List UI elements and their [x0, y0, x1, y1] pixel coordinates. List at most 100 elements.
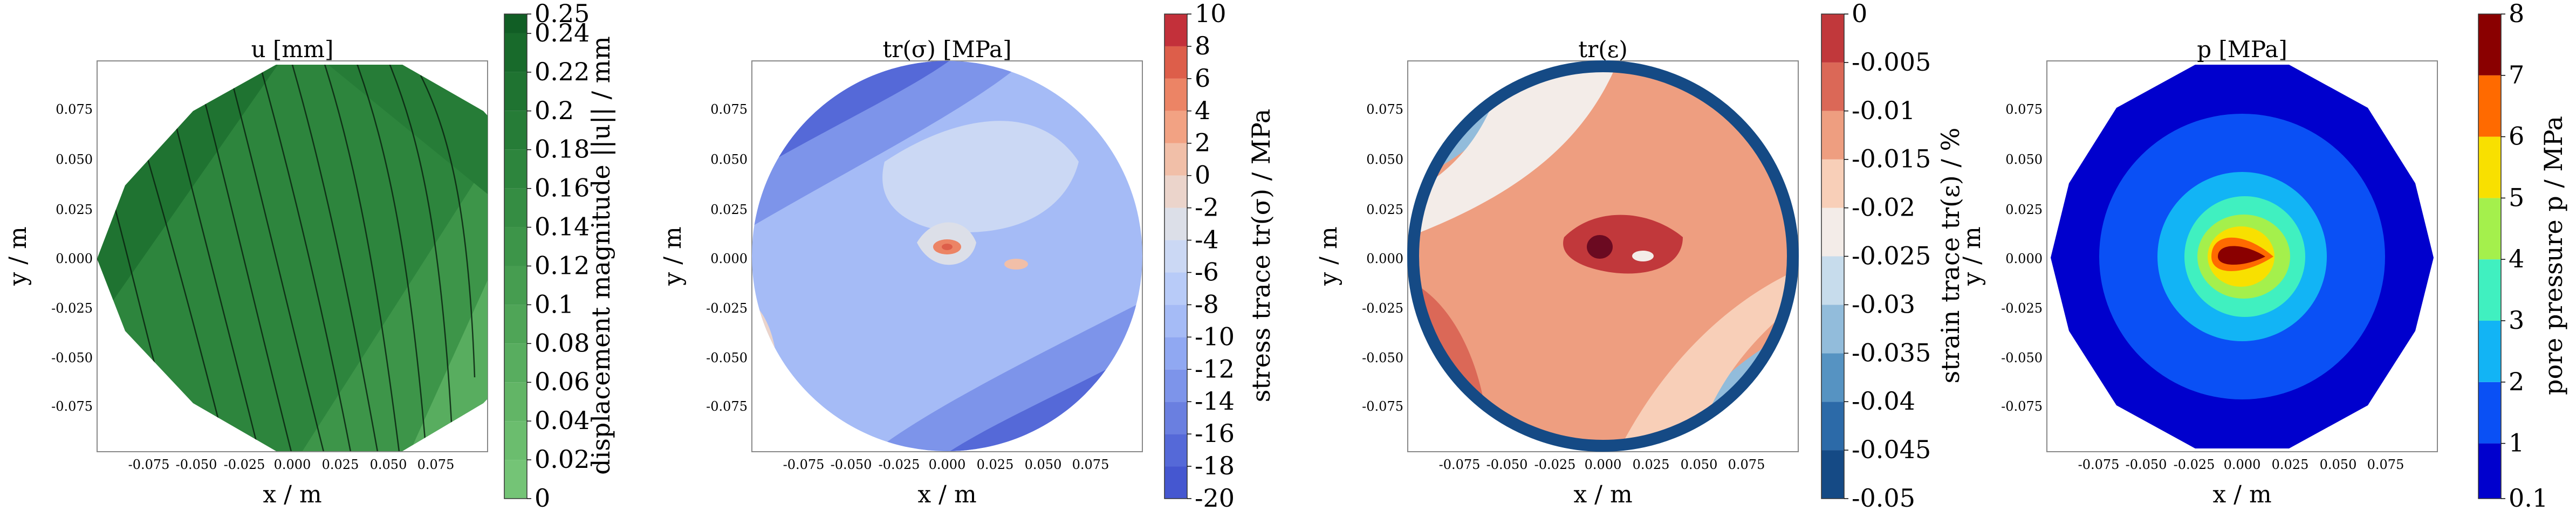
y-tick-label: 0.075 [710, 102, 748, 117]
colorbar-band [504, 188, 527, 227]
colorbar: 0.250.24 0.22 0.2 0.18 0.16 0.14 0.12 0.1 0.08 0.… [504, 0, 590, 513]
y-axis-label: y / m [1958, 226, 1986, 286]
colorbar-band [1164, 208, 1187, 240]
panel-strain-trace: tr(ε) 0.075 0.050 0.025 0.000 -0.025 -0.… [1315, 0, 1965, 513]
streamlines [97, 65, 476, 451]
x-axis-label: x / m [263, 481, 321, 508]
y-axis-ticks: 0.075 0.050 0.025 0.000 -0.025 -0.050 -0… [2001, 102, 2043, 414]
stress-field [752, 61, 1142, 451]
colorbar-band [1821, 62, 1844, 111]
colorbar-tick-label: -6 [1195, 257, 1219, 286]
colorbar-band [1164, 434, 1187, 467]
colorbar-tick-label: 0.04 [535, 406, 590, 435]
x-tick-label: 0.000 [274, 457, 311, 472]
colorbar-tick-label: 10 [1195, 0, 1227, 28]
colorbar-band [1164, 272, 1187, 305]
x-tick-label: -0.075 [128, 457, 170, 472]
colorbar-tick-label: 0.08 [535, 328, 590, 357]
x-tick-label: 0.075 [1072, 457, 1109, 472]
colorbar-band [1821, 208, 1844, 257]
y-tick-label: 0.000 [710, 251, 748, 266]
colorbar-band [1164, 14, 1187, 46]
x-axis-ticks: -0.075 -0.050 -0.025 0.000 0.025 0.050 0… [2078, 457, 2404, 472]
y-tick-label: 0.050 [56, 152, 93, 167]
colorbar-tick-label: 0.18 [535, 135, 590, 164]
y-tick-label: 0.075 [1366, 102, 1403, 117]
colorbar-tick-label: 6 [2509, 122, 2524, 151]
colorbar-tick-label: 0.06 [535, 367, 590, 396]
y-tick-label: -0.075 [706, 399, 748, 414]
colorbar-tick-label: -0.02 [1852, 193, 1915, 222]
y-tick-label: 0.050 [1366, 152, 1403, 167]
colorbar-band [504, 14, 527, 33]
colorbar-band [504, 33, 527, 72]
colorbar-band [2478, 14, 2501, 75]
colorbar-band [504, 149, 527, 189]
colorbar-tick-label: -0.03 [1852, 289, 1915, 319]
colorbar-tick-label: 0.14 [535, 212, 590, 241]
x-axis-ticks: -0.075 -0.050 -0.025 0.000 0.025 0.050 0… [1439, 457, 1765, 472]
colorbar-tick-label: -0.05 [1852, 484, 1915, 513]
y-tick-label: -0.075 [2001, 399, 2043, 414]
colorbar-tick-label: 2 [1195, 128, 1210, 157]
y-axis-label: y / m [1315, 226, 1342, 286]
colorbar-tick-label: -2 [1195, 193, 1219, 222]
colorbar-band [1821, 159, 1844, 208]
x-tick-label: 0.000 [2224, 457, 2261, 472]
colorbar-tick-label: 6 [1195, 64, 1210, 93]
colorbar-tick-label: 0.16 [535, 174, 590, 203]
colorbar-band [504, 110, 527, 150]
colorbar-band [1821, 450, 1844, 499]
colorbar-tick-label: -12 [1195, 354, 1235, 383]
y-tick-label: 0.050 [710, 152, 748, 167]
colorbar-label: displacement magnitude ||u|| / mm [586, 36, 615, 475]
y-axis-label: y / m [4, 226, 32, 286]
panel-displacement: u [mm] 0.075 0.050 0.025 0.000 -0.025 -0… [4, 0, 615, 513]
colorbar-band [1821, 110, 1844, 160]
x-tick-label: -0.050 [176, 457, 217, 472]
x-tick-label: 0.025 [2272, 457, 2309, 472]
colorbar-tick-label: 4 [1195, 96, 1210, 125]
x-tick-label: 0.050 [1025, 457, 1062, 472]
colorbar-tick-label: 0.1 [535, 289, 574, 319]
colorbar-frame [1164, 13, 1188, 499]
colorbar-band [504, 305, 527, 344]
y-tick-label: -0.075 [51, 399, 93, 414]
colorbar-band [2478, 136, 2501, 198]
colorbar-band [2478, 382, 2501, 444]
x-tick-label: 0.000 [929, 457, 966, 472]
colorbar-tick-label: -0.025 [1852, 241, 1931, 271]
x-tick-label: 0.025 [322, 457, 359, 472]
colorbar-tick-label: 8 [2509, 0, 2524, 28]
colorbar-band [1821, 256, 1844, 305]
colorbar-band [504, 72, 527, 111]
colorbar-band [504, 460, 527, 499]
colorbar-band [1821, 14, 1844, 63]
x-tick-label: 0.075 [2367, 457, 2404, 472]
colorbar-band [1164, 466, 1187, 499]
colorbar-band [1821, 353, 1844, 402]
x-tick-label: 0.050 [2320, 457, 2357, 472]
colorbar-tick-label: 0.12 [535, 251, 590, 280]
x-tick-label: -0.075 [1439, 457, 1481, 472]
colorbar-band [2478, 259, 2501, 321]
colorbar-band [1164, 305, 1187, 337]
panel-title: tr(ε) [1578, 36, 1628, 63]
colorbar-band [1164, 337, 1187, 370]
x-tick-label: 0.025 [977, 457, 1014, 472]
x-tick-label: 0.050 [370, 457, 407, 472]
y-axis-ticks: 0.075 0.050 0.025 0.000 -0.025 -0.050 -0… [706, 102, 748, 414]
x-tick-label: -0.050 [831, 457, 872, 472]
colorbar-band [1164, 240, 1187, 273]
y-tick-label: -0.025 [706, 301, 748, 316]
colorbar-tick-label: -18 [1195, 451, 1235, 480]
colorbar-frame [2478, 13, 2502, 499]
colorbar-band [1164, 369, 1187, 402]
colorbar-band [1164, 46, 1187, 79]
colorbar-tick-label: 4 [2509, 244, 2524, 273]
y-tick-label: 0.050 [2005, 152, 2043, 167]
colorbar: 8 7 6 5 4 3 2 1 0.1 [2478, 0, 2548, 513]
colorbar-band [1164, 143, 1187, 176]
y-tick-label: 0.025 [56, 202, 93, 217]
colorbar-tick-label: 0.25 [535, 0, 590, 28]
